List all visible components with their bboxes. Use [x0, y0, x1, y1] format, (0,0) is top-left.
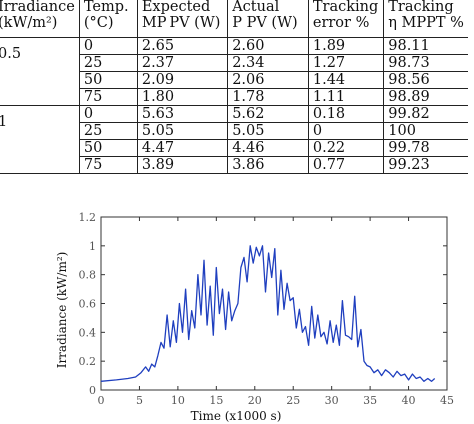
header-text: Tracking — [312, 0, 379, 15]
table-row: 0.5 0 2.65 2.60 1.89 98.11 — [0, 37, 468, 106]
header-text: η MPPT % — [388, 15, 464, 31]
y-tick-label: 1.2 — [79, 211, 97, 224]
cell-tracking-error: 1.11 — [308, 88, 385, 106]
x-tick-label: 30 — [325, 394, 339, 407]
cell-tracking-efficiency: 98.11 — [383, 37, 468, 55]
table-row: 1 0 5.63 5.62 0.18 99.82 — [0, 105, 468, 174]
mppt-results-table: Irradiance (kW/m²) Temp. (°C) Expected M… — [0, 0, 468, 174]
header-irradiance: Irradiance (kW/m²) — [0, 0, 80, 38]
cell-expected-power: 3.89 — [137, 156, 229, 174]
x-tick-label: 5 — [136, 394, 143, 407]
header-text: Temp. — [83, 0, 129, 15]
header-text: Irradiance — [0, 0, 75, 15]
chart-plot-area — [100, 245, 436, 382]
cell-tracking-error: 0.22 — [308, 139, 385, 157]
header-text: (kW/m²) — [0, 15, 58, 31]
cell-irradiance: 0.5 — [0, 37, 80, 106]
cell-tracking-efficiency: 99.23 — [383, 156, 468, 174]
cell-expected-power: 5.05 — [137, 122, 229, 140]
x-tick-label: 35 — [363, 394, 377, 407]
cell-expected-power: 4.47 — [137, 139, 229, 157]
y-axis-label: Irradiance (kW/m²) — [55, 252, 69, 369]
cell-temperature: 0 — [79, 105, 138, 123]
table-row: 25 2.37 2.34 1.27 98.73 — [0, 54, 468, 72]
cell-temperature: 0 — [79, 37, 138, 55]
header-text: Expected — [141, 0, 211, 15]
y-tick-label: 0.4 — [79, 326, 97, 339]
x-tick-label: 0 — [98, 394, 105, 407]
cell-temperature: 25 — [79, 54, 138, 72]
cell-tracking-efficiency: 99.78 — [383, 139, 468, 157]
x-tick-label: 20 — [248, 394, 262, 407]
y-tick-label: 0.8 — [79, 269, 97, 282]
cell-tracking-efficiency: 98.89 — [383, 88, 468, 106]
plot-frame — [100, 216, 448, 391]
table-header-row: Irradiance (kW/m²) Temp. (°C) Expected M… — [0, 0, 468, 38]
cell-tracking-efficiency: 100 — [383, 122, 468, 140]
irradiance-series-line — [100, 245, 436, 382]
x-tick-label: 25 — [286, 394, 300, 407]
cell-expected-power: 2.09 — [137, 71, 229, 89]
irradiance-chart: 0 5 10 15 20 25 30 35 40 45 0 0.2 0.4 0.6 0.8 1 1.2 Time… — [55, 211, 455, 423]
cell-actual-power: 2.06 — [227, 71, 309, 89]
cell-actual-power: 1.78 — [227, 88, 309, 106]
cell-expected-power: 1.80 — [137, 88, 229, 106]
cell-actual-power: 5.62 — [227, 105, 309, 123]
x-tick-label: 40 — [402, 394, 416, 407]
cell-expected-power: 2.37 — [137, 54, 229, 72]
cell-actual-power: 2.34 — [227, 54, 309, 72]
header-text: Actual — [232, 0, 280, 15]
cell-expected-power: 2.65 — [137, 37, 229, 55]
chart-axes — [100, 216, 448, 391]
cell-actual-power: 4.46 — [227, 139, 309, 157]
cell-tracking-error: 1.44 — [308, 71, 385, 89]
cell-tracking-error: 0.77 — [308, 156, 385, 174]
table-row: 75 1.80 1.78 1.11 98.89 — [0, 88, 468, 106]
cell-tracking-efficiency: 98.56 — [383, 71, 468, 89]
y-tick-label: 1 — [89, 240, 96, 253]
x-axis-label: Time (x1000 s) — [191, 409, 282, 423]
cell-actual-power: 5.05 — [227, 122, 309, 140]
cell-irradiance: 1 — [0, 105, 80, 174]
cell-tracking-error: 1.27 — [308, 54, 385, 72]
cell-actual-power: 3.86 — [227, 156, 309, 174]
x-tick-label: 15 — [209, 394, 223, 407]
cell-tracking-efficiency: 98.73 — [383, 54, 468, 72]
y-tick-label: 0 — [89, 384, 96, 397]
table-row: 50 4.47 4.46 0.22 99.78 — [0, 139, 468, 157]
header-tracking-error: Tracking error % — [308, 0, 385, 38]
table-row: 75 3.89 3.86 0.77 99.23 — [0, 156, 468, 174]
y-tick-label: 0.6 — [79, 298, 97, 311]
header-text: P PV (W) — [232, 15, 298, 31]
chart-ticks: 0 5 10 15 20 25 30 35 40 45 0 0.2 0.4 0.6 0.8 1 1.2 — [79, 211, 455, 407]
header-temperature: Temp. (°C) — [79, 0, 138, 38]
cell-tracking-efficiency: 99.82 — [383, 105, 468, 123]
cell-temperature: 75 — [79, 88, 138, 106]
cell-temperature: 50 — [79, 71, 138, 89]
cell-actual-power: 2.60 — [227, 37, 309, 55]
cell-temperature: 50 — [79, 139, 138, 157]
table-row: 25 5.05 5.05 0 100 — [0, 122, 468, 140]
y-tick-label: 0.2 — [79, 355, 97, 368]
cell-tracking-error: 1.89 — [308, 37, 385, 55]
irradiance-value: 1 — [0, 114, 8, 130]
header-text: Tracking — [388, 0, 454, 15]
cell-temperature: 25 — [79, 122, 138, 140]
cell-expected-power: 5.63 — [137, 105, 229, 123]
x-tick-label: 10 — [171, 394, 185, 407]
table-body: Irradiance (kW/m²) Temp. (°C) Expected M… — [0, 0, 468, 174]
header-tracking-efficiency: Tracking η MPPT % — [383, 0, 468, 38]
x-tick-label: 45 — [440, 394, 454, 407]
irradiance-value: 0.5 — [0, 46, 22, 62]
header-expected-power: Expected MP PV (W) — [137, 0, 229, 38]
header-actual-power: Actual P PV (W) — [227, 0, 309, 38]
cell-temperature: 75 — [79, 156, 138, 174]
header-text: error % — [312, 15, 370, 31]
header-text: MP PV (W) — [141, 15, 221, 31]
cell-tracking-error: 0.18 — [308, 105, 385, 123]
cell-tracking-error: 0 — [308, 122, 385, 140]
table-row: 50 2.09 2.06 1.44 98.56 — [0, 71, 468, 89]
header-text: (°C) — [83, 15, 114, 31]
